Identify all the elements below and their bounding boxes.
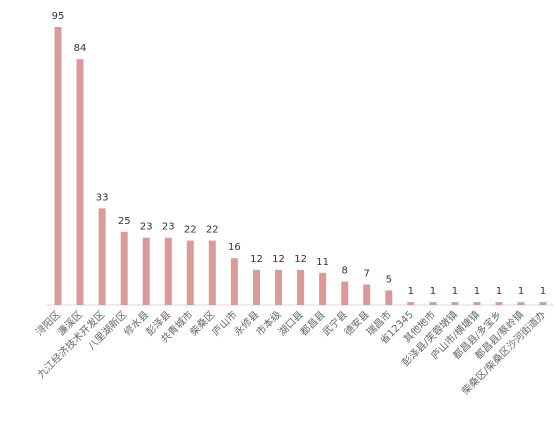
- value-label-4: 25: [118, 216, 131, 227]
- bar-10: [253, 269, 260, 305]
- bar-18: [429, 302, 437, 305]
- value-label-22: 1: [518, 286, 524, 297]
- value-label-15: 7: [364, 269, 370, 280]
- value-label-1: 95: [52, 11, 65, 22]
- value-label-23: 1: [540, 286, 546, 297]
- value-label-9: 16: [228, 242, 241, 253]
- bar-2: [76, 59, 84, 306]
- bar-20: [473, 302, 481, 305]
- value-label-21: 1: [496, 286, 502, 297]
- bar-3: [98, 208, 106, 305]
- bar-13: [319, 272, 327, 305]
- value-label-12: 12: [294, 254, 307, 265]
- bar-14: [341, 281, 349, 305]
- bar-7: [186, 240, 194, 305]
- bar-9: [230, 258, 238, 305]
- value-label-8: 22: [206, 225, 219, 236]
- value-label-19: 1: [452, 286, 458, 297]
- value-label-10: 12: [250, 254, 263, 265]
- value-label-13: 11: [316, 257, 329, 268]
- bar-22: [517, 302, 525, 305]
- value-label-6: 23: [162, 222, 175, 233]
- bars-group: [54, 27, 547, 306]
- value-label-11: 12: [272, 254, 285, 265]
- value-label-17: 1: [408, 286, 414, 297]
- value-label-16: 5: [386, 274, 392, 285]
- bar-19: [451, 302, 459, 305]
- value-label-5: 23: [140, 222, 153, 233]
- bar-12: [297, 269, 305, 305]
- bar-1: [54, 27, 62, 305]
- bar-5: [142, 237, 150, 305]
- bar-6: [164, 237, 172, 305]
- bar-17: [407, 302, 415, 305]
- category-labels-group: 浔阳区濂溪区九江经济技术开发区八里湖新区修水县彭泽县共青城市柴桑区庐山市永修县市…: [33, 308, 549, 397]
- value-label-18: 1: [430, 286, 436, 297]
- bar-11: [275, 269, 282, 305]
- bar-21: [495, 302, 503, 305]
- value-label-3: 33: [96, 192, 109, 203]
- bar-16: [385, 290, 393, 305]
- bar-15: [363, 284, 371, 305]
- value-label-14: 8: [342, 266, 348, 277]
- bar-23: [539, 302, 547, 305]
- bar-4: [120, 231, 128, 305]
- value-label-20: 1: [474, 286, 480, 297]
- value-label-2: 84: [74, 43, 87, 54]
- bar-8: [208, 240, 216, 305]
- value-label-7: 22: [184, 225, 197, 236]
